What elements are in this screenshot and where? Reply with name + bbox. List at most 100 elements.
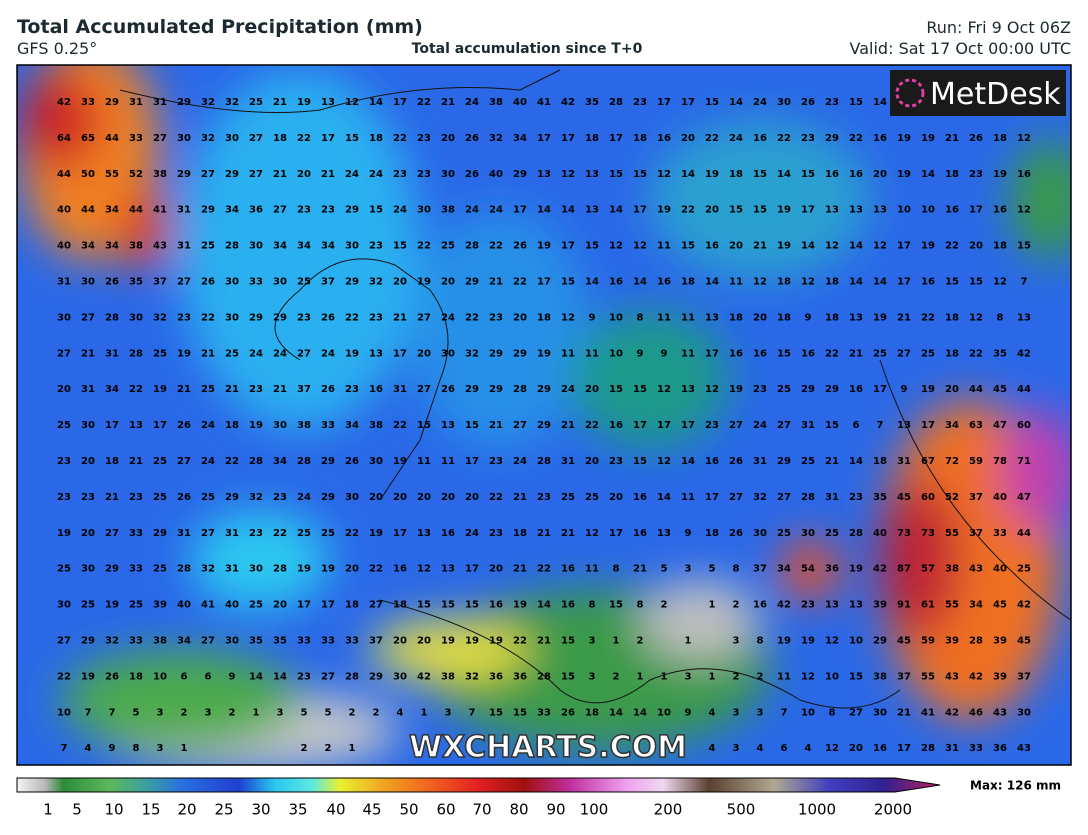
grid-value: 4: [709, 707, 716, 718]
grid-value: 22: [273, 528, 287, 539]
grid-value: 19: [513, 600, 527, 611]
grid-value: 9: [901, 384, 908, 395]
grid-value: 14: [585, 277, 599, 288]
grid-value: 9: [661, 348, 668, 359]
grid-value: 19: [297, 564, 311, 575]
grid-value: 22: [417, 97, 431, 108]
grid-value: 5: [301, 707, 308, 718]
grid-value: 34: [345, 420, 359, 431]
map-frame: [16, 64, 1072, 766]
grid-value: 19: [57, 528, 71, 539]
grid-value: 11: [777, 671, 791, 682]
grid-value: 16: [753, 348, 767, 359]
grid-value: 40: [57, 241, 71, 252]
colorbar-label: 30: [251, 801, 270, 819]
grid-value: 21: [849, 348, 863, 359]
grid-value: 13: [705, 312, 719, 323]
grid-value: 22: [297, 133, 311, 144]
grid-value: 3: [589, 671, 596, 682]
grid-value: 18: [825, 312, 839, 323]
grid-value: 15: [1017, 241, 1031, 252]
grid-value: 21: [537, 528, 551, 539]
grid-value: 3: [733, 707, 740, 718]
grid-value: 9: [229, 671, 236, 682]
grid-value: 24: [249, 348, 263, 359]
grid-value: 37: [969, 492, 983, 503]
grid-value: 5: [709, 564, 716, 575]
grid-value: 18: [345, 600, 359, 611]
grid-value: 4: [397, 707, 404, 718]
colorbar-label: 1: [43, 801, 53, 819]
colorbar-label: 90: [546, 801, 565, 819]
grid-value: 13: [1017, 312, 1031, 323]
grid-value: 3: [733, 743, 740, 754]
grid-value: 20: [441, 133, 455, 144]
grid-value: 55: [105, 169, 119, 180]
grid-value: 8: [829, 707, 836, 718]
precip-field: [17, 65, 1071, 765]
grid-value: 25: [129, 600, 143, 611]
grid-value: 19: [153, 384, 167, 395]
grid-value: 11: [657, 241, 671, 252]
grid-value: 32: [249, 492, 263, 503]
grid-value: 43: [1017, 743, 1031, 754]
grid-value: 19: [393, 456, 407, 467]
grid-value: 14: [849, 277, 863, 288]
grid-value: 36: [249, 205, 263, 216]
grid-value: 17: [561, 133, 575, 144]
grid-value: 34: [105, 205, 119, 216]
grid-value: 22: [513, 277, 527, 288]
grid-value: 30: [873, 707, 887, 718]
grid-value: 10: [849, 636, 863, 647]
grid-value: 27: [513, 420, 527, 431]
grid-value: 15: [489, 707, 503, 718]
grid-value: 29: [201, 205, 215, 216]
grid-value: 40: [513, 97, 527, 108]
grid-value: 28: [177, 564, 191, 575]
grid-value: 16: [633, 528, 647, 539]
grid-value: 25: [921, 348, 935, 359]
grid-value: 37: [321, 277, 335, 288]
grid-value: 18: [537, 312, 551, 323]
grid-value: 23: [705, 420, 719, 431]
grid-value: 11: [729, 277, 743, 288]
grid-value: 17: [297, 600, 311, 611]
grid-value: 13: [849, 600, 863, 611]
grid-value: 27: [201, 636, 215, 647]
grid-value: 12: [825, 743, 839, 754]
grid-value: 25: [777, 528, 791, 539]
grid-value: 17: [537, 277, 551, 288]
grid-value: 24: [465, 528, 479, 539]
grid-value: 27: [777, 420, 791, 431]
grid-value: 37: [969, 528, 983, 539]
grid-value: 14: [633, 277, 647, 288]
grid-value: 26: [345, 456, 359, 467]
grid-value: 18: [945, 169, 959, 180]
grid-value: 52: [945, 492, 959, 503]
colorbar-label: 2000: [874, 801, 912, 819]
grid-value: 21: [561, 420, 575, 431]
grid-value: 37: [753, 564, 767, 575]
grid-value: 12: [993, 277, 1007, 288]
grid-value: 38: [129, 241, 143, 252]
grid-value: 25: [825, 528, 839, 539]
grid-value: 41: [201, 600, 215, 611]
grid-value: 21: [441, 97, 455, 108]
grid-value: 16: [489, 600, 503, 611]
grid-value: 27: [369, 600, 383, 611]
grid-value: 14: [633, 707, 647, 718]
grid-value: 14: [537, 205, 551, 216]
grid-value: 25: [153, 564, 167, 575]
grid-value: 12: [561, 312, 575, 323]
grid-value: 12: [633, 241, 647, 252]
grid-value: 24: [393, 205, 407, 216]
grid-value: 14: [561, 205, 575, 216]
grid-value: 29: [345, 277, 359, 288]
grid-value: 29: [273, 312, 287, 323]
grid-value: 61: [921, 600, 935, 611]
grid-value: 42: [1017, 600, 1031, 611]
grid-value: 27: [177, 277, 191, 288]
grid-value: 16: [657, 133, 671, 144]
grid-value: 17: [705, 348, 719, 359]
grid-value: 26: [105, 277, 119, 288]
